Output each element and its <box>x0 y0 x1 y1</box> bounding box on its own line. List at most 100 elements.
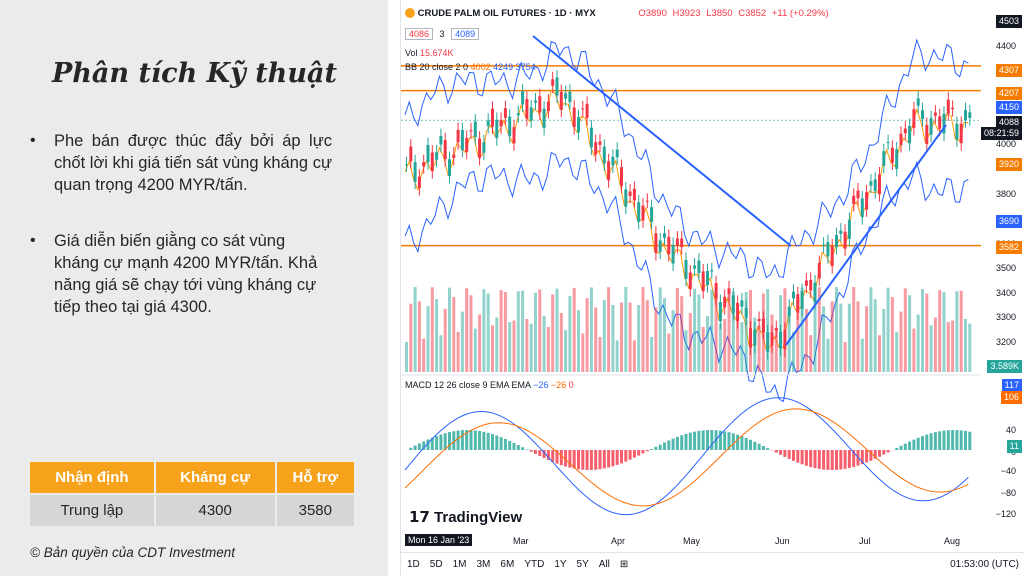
timeframe-3m[interactable]: 3M <box>476 559 491 570</box>
volume-bar <box>749 290 752 372</box>
tradingview-logo: 𝟭𝟳 TradingView <box>409 508 522 526</box>
volume-bar <box>835 287 838 372</box>
timeframe-5y[interactable]: 5Y <box>576 559 589 570</box>
candle-body <box>658 240 662 252</box>
volume-bar <box>663 298 666 372</box>
volume-bar <box>680 296 684 372</box>
candle-body <box>632 188 636 201</box>
volume-bar <box>933 317 937 372</box>
candle-body <box>559 91 563 110</box>
signal-tag: 106 <box>1000 391 1022 404</box>
volume-bar <box>718 323 722 372</box>
candle-body <box>959 123 963 144</box>
macd-hist-bar <box>564 450 568 467</box>
volume-bar <box>585 298 589 372</box>
tradingview-icon: 𝟭𝟳 <box>409 509 435 526</box>
macd-hist-bar <box>482 431 486 450</box>
volume-bar <box>809 335 813 372</box>
bb-legend[interactable]: BB 20 close 2 0 4002 4249 3754 <box>405 62 536 72</box>
macd-hist-bar <box>413 445 417 450</box>
candle-body <box>491 108 494 127</box>
volume-bar <box>903 288 907 372</box>
volume-bar <box>452 297 456 372</box>
volume-bar <box>706 315 709 372</box>
table-header: Hỗ trợ <box>275 462 354 494</box>
macd-hist-bar <box>968 431 972 450</box>
macd-hist-bar <box>933 432 937 450</box>
macd-hist-bar <box>899 445 903 450</box>
candle-body <box>736 302 740 322</box>
candle-body <box>663 233 666 238</box>
macd-hist-bar <box>766 448 770 450</box>
bullet-dot-icon: • <box>30 232 36 249</box>
timeframe-ytd[interactable]: YTD <box>524 559 545 570</box>
macd-hist-bar <box>452 431 456 450</box>
bid-price[interactable]: 4086 <box>405 28 434 40</box>
macd-hist-bar <box>783 450 787 457</box>
macd-hist-bar <box>508 440 512 450</box>
macd-hist-bar <box>546 450 550 461</box>
timeframe-5d[interactable]: 5D <box>429 559 443 570</box>
macd-hist-bar <box>555 450 559 464</box>
signal-line <box>404 408 969 507</box>
volume-bar <box>714 292 718 372</box>
volume-bar <box>542 315 546 372</box>
candle-body <box>503 108 507 118</box>
candle-body <box>495 119 499 139</box>
volume-bar <box>766 289 770 372</box>
candle-body <box>572 107 576 128</box>
volume-bar <box>779 295 783 372</box>
macd-tick: 40 <box>1005 425 1016 435</box>
volume-bar <box>624 287 628 372</box>
volume-bar <box>865 306 869 372</box>
utc-time[interactable]: 01:53:00 (UTC) <box>950 559 1019 570</box>
macd-hist-bar <box>852 450 856 467</box>
volume-bar <box>482 289 486 372</box>
candle-body <box>912 109 916 128</box>
macd-hist-bar <box>654 446 658 450</box>
volume-bar <box>761 293 765 372</box>
timeframe-1m[interactable]: 1M <box>452 559 467 570</box>
timeframe-all[interactable]: All <box>598 559 610 570</box>
macd-hist-bar <box>697 430 701 450</box>
volume-legend[interactable]: Vol 15.674K <box>405 48 454 58</box>
candle-body <box>809 279 813 291</box>
timeframe-6m[interactable]: 6M <box>500 559 515 570</box>
level-tag-3582: 3582 <box>995 241 1022 254</box>
volume-bar <box>804 308 808 372</box>
ask-price[interactable]: 4089 <box>451 28 480 40</box>
macd-hist-bar <box>516 444 520 450</box>
date-range-icon[interactable]: ⊞ <box>619 559 629 570</box>
volume-bar <box>516 291 520 372</box>
macd-hist-bar <box>753 441 757 450</box>
volume-bar <box>581 333 585 372</box>
macd-hist-bar <box>585 450 589 470</box>
macd-hist-bar <box>869 450 873 461</box>
macd-hist-bar <box>525 449 529 450</box>
macd-hist-bar <box>774 450 778 453</box>
macd-hist-bar <box>589 450 593 470</box>
volume-bar <box>546 326 550 372</box>
macd-hist-bar <box>671 438 675 450</box>
timeframe-1y[interactable]: 1Y <box>554 559 567 570</box>
volume-bar <box>594 307 598 372</box>
symbol-name[interactable]: CRUDE PALM OIL FUTURES · 1D · MYX <box>417 8 596 19</box>
macd-hist-bar <box>916 437 920 450</box>
candle-body <box>792 291 795 299</box>
candle-body <box>456 129 460 143</box>
macd-hist-bar <box>658 444 662 450</box>
macd-hist-bar <box>611 450 615 467</box>
candle-body <box>925 124 929 145</box>
candle-body <box>645 200 649 202</box>
candle-body <box>822 244 826 246</box>
candle-body <box>839 230 843 235</box>
bb-basis-value: 4002 <box>470 62 491 72</box>
timeframe-1d[interactable]: 1D <box>407 559 420 570</box>
volume-bar <box>460 311 464 372</box>
candle-body <box>529 107 533 121</box>
macd-legend[interactable]: MACD 12 26 close 9 EMA EMA −26 −26 0 <box>405 380 574 390</box>
candle-body <box>852 195 856 205</box>
candle-body <box>813 282 817 303</box>
bid-ask-row: 4086 3 4089 <box>405 28 483 40</box>
candle-body <box>856 190 860 199</box>
